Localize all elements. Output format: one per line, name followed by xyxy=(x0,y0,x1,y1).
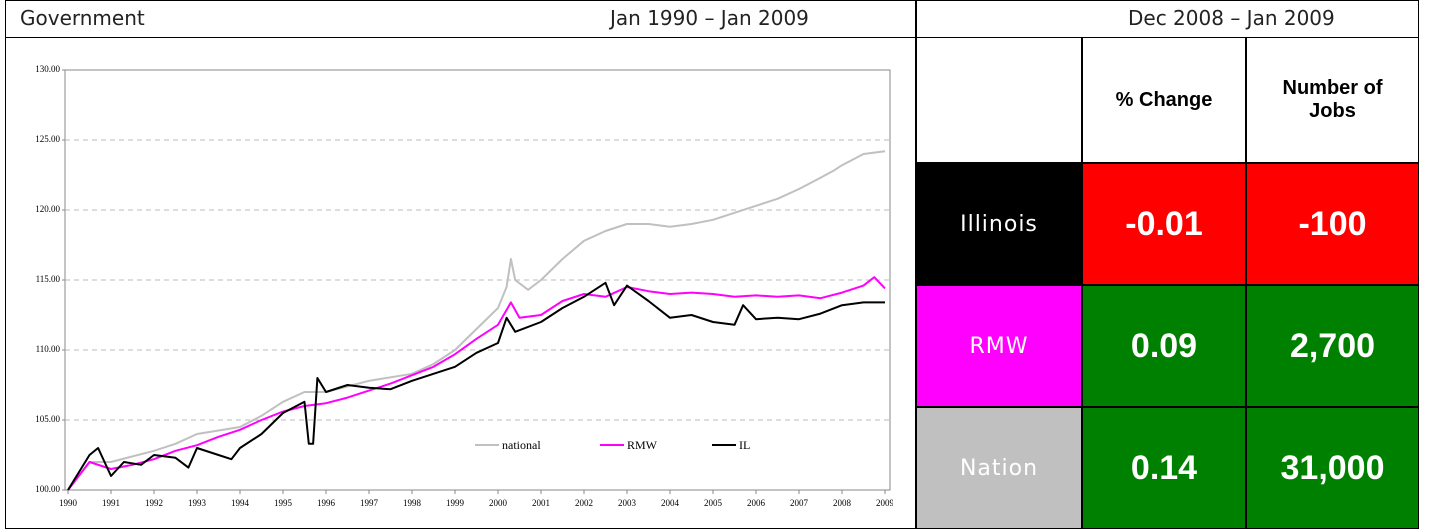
title: Government xyxy=(20,6,145,30)
x-tick-label: 2001 xyxy=(532,498,550,508)
legend-label: national xyxy=(502,438,541,452)
row-label: Nation xyxy=(916,407,1082,529)
value-cell: -100 xyxy=(1246,163,1419,285)
chart: 100.00 105.00 110.00 115.00 120.00 125.00 130.… xyxy=(35,64,893,508)
value-cell: 2,700 xyxy=(1246,285,1419,407)
row-label: Illinois xyxy=(916,163,1082,285)
plot-frame xyxy=(64,69,891,491)
x-tick-label: 1993 xyxy=(188,498,207,508)
corner xyxy=(916,37,1082,163)
x-tick-label: 2007 xyxy=(790,498,809,508)
y-tick-label: 130.00 xyxy=(35,64,60,74)
x-tick-label: 1997 xyxy=(360,498,379,508)
column-header: % Change xyxy=(1082,37,1246,163)
x-tick-label: 1995 xyxy=(274,498,293,508)
series-line xyxy=(67,150,886,491)
header-bar xyxy=(5,0,1419,38)
value-cell: 31,000 xyxy=(1246,407,1419,529)
y-tick-label: 120.00 xyxy=(35,204,60,214)
value-cell: -0.01 xyxy=(1082,163,1246,285)
chart-period: Jan 1990 – Jan 2009 xyxy=(610,6,809,30)
y-tick-label: 115.00 xyxy=(36,274,61,284)
x-tick-label: 1991 xyxy=(102,498,120,508)
table-period: Dec 2008 – Jan 2009 xyxy=(1128,6,1335,30)
row-label: RMW xyxy=(916,285,1082,407)
value-cell: 0.09 xyxy=(1082,285,1246,407)
y-tick-label: 110.00 xyxy=(36,344,61,354)
y-tick-label: 105.00 xyxy=(35,414,60,424)
y-tick-label: 125.00 xyxy=(35,134,60,144)
series-line xyxy=(67,276,886,491)
x-tick-label: 1998 xyxy=(403,498,422,508)
x-tick-label: 2005 xyxy=(704,498,723,508)
x-tick-label: 2004 xyxy=(661,498,680,508)
x-tick-label: 1994 xyxy=(231,498,250,508)
column-header: Number of Jobs xyxy=(1246,37,1419,163)
x-tick-label: 2003 xyxy=(618,498,637,508)
x-tick-label: 1996 xyxy=(317,498,336,508)
value-cell: 0.14 xyxy=(1082,407,1246,529)
x-tick-label: 2002 xyxy=(575,498,593,508)
legend-label: IL xyxy=(739,438,750,452)
x-tick-label: 2009 xyxy=(876,498,893,508)
x-tick-label: 2008 xyxy=(833,498,852,508)
legend-label: RMW xyxy=(627,438,658,452)
x-tick-label: 1999 xyxy=(446,498,465,508)
x-tick-label: 1990 xyxy=(59,498,78,508)
y-tick-label: 100.00 xyxy=(35,484,60,494)
x-tick-label: 2000 xyxy=(489,498,508,508)
series-line xyxy=(67,281,885,491)
x-tick-label: 2006 xyxy=(747,498,766,508)
x-tick-label: 1992 xyxy=(145,498,163,508)
